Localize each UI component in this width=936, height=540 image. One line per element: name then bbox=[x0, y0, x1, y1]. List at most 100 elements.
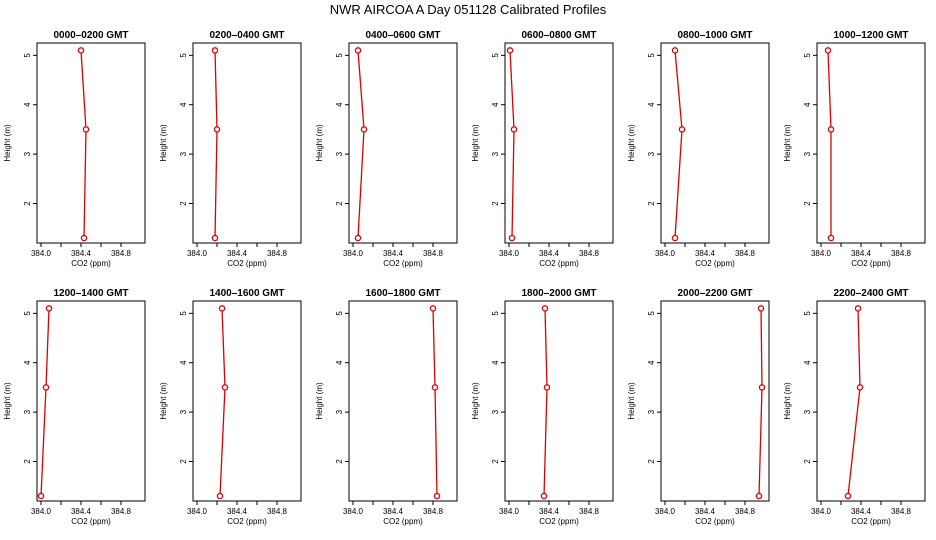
x-tick-label: 384.8 bbox=[267, 507, 288, 516]
panel-3: 0400–0600 GMT 384.0 384.4 384.8 2 3 4 5 CO2 (ppm… bbox=[315, 30, 458, 268]
y-tick-label: 4 bbox=[803, 102, 812, 107]
x-tick-label: 384.8 bbox=[423, 507, 444, 516]
data-point bbox=[211, 234, 219, 242]
data-point bbox=[433, 492, 441, 500]
profile-line bbox=[40, 308, 50, 497]
figure-title: NWR AIRCOA A Day 051128 Calibrated Profi… bbox=[330, 2, 607, 17]
profile-line bbox=[357, 50, 365, 239]
x-tick-label: 384.8 bbox=[735, 249, 756, 258]
y-tick-label: 4 bbox=[491, 360, 500, 365]
profile-line bbox=[214, 50, 218, 239]
data-point bbox=[45, 305, 53, 312]
data-point bbox=[543, 384, 551, 391]
panel-title: 0400–0600 GMT bbox=[365, 30, 440, 41]
y-tick-label: 2 bbox=[335, 201, 344, 206]
profile-line bbox=[432, 308, 438, 497]
data-point bbox=[429, 305, 437, 312]
y-tick-label: 2 bbox=[803, 201, 812, 206]
panel-5: 0800–1000 GMT 384.0 384.4 384.8 2 3 4 5 CO2 (ppm… bbox=[627, 30, 770, 268]
y-tick-label: 4 bbox=[179, 360, 188, 365]
plot-frame bbox=[36, 300, 146, 502]
x-tick-label: 384.8 bbox=[267, 249, 288, 258]
data-point bbox=[678, 126, 686, 133]
y-tick-label: 4 bbox=[23, 360, 32, 365]
profile-line bbox=[219, 308, 226, 497]
x-axis-label: CO2 (ppm) bbox=[539, 517, 579, 526]
data-point bbox=[360, 126, 368, 133]
chart-panels: 0000–0200 GMT 384.0 384.4 384.8 2 3 4 5 CO2 (ppm… bbox=[3, 30, 926, 526]
plot-frame bbox=[192, 300, 302, 502]
y-tick-label: 2 bbox=[23, 201, 32, 206]
plot-frame bbox=[36, 42, 146, 244]
y-tick-label: 4 bbox=[179, 102, 188, 107]
x-tick-label: 384.8 bbox=[579, 249, 600, 258]
panel-6: 1000–1200 GMT 384.0 384.4 384.8 2 3 4 5 CO2 (ppm… bbox=[783, 30, 926, 268]
y-tick-label: 3 bbox=[179, 151, 188, 156]
x-tick-label: 384.4 bbox=[695, 249, 716, 258]
y-tick-label: 3 bbox=[647, 151, 656, 156]
y-tick-label: 4 bbox=[647, 102, 656, 107]
x-tick-label: 384.0 bbox=[811, 507, 832, 516]
data-point bbox=[541, 305, 549, 312]
y-tick-label: 3 bbox=[491, 409, 500, 414]
x-tick-label: 384.4 bbox=[383, 507, 404, 516]
y-tick-label: 3 bbox=[803, 409, 812, 414]
x-axis-label: CO2 (ppm) bbox=[851, 259, 891, 268]
y-tick-label: 2 bbox=[335, 459, 344, 464]
x-tick-label: 384.4 bbox=[539, 507, 560, 516]
data-point bbox=[827, 234, 835, 242]
data-point bbox=[216, 492, 224, 500]
x-tick-label: 384.4 bbox=[851, 249, 872, 258]
y-tick-label: 3 bbox=[335, 151, 344, 156]
plot-frame bbox=[816, 300, 926, 502]
panel-title: 0800–1000 GMT bbox=[677, 30, 752, 41]
y-tick-label: 5 bbox=[491, 53, 500, 58]
data-point bbox=[80, 234, 88, 242]
x-tick-label: 384.8 bbox=[735, 507, 756, 516]
data-point bbox=[82, 126, 90, 133]
x-tick-label: 384.0 bbox=[499, 249, 520, 258]
x-tick-label: 384.8 bbox=[579, 507, 600, 516]
plot-frame bbox=[348, 42, 458, 244]
panel-10: 1800–2000 GMT 384.0 384.4 384.8 2 3 4 5 CO2 (ppm… bbox=[471, 288, 614, 526]
y-tick-label: 5 bbox=[335, 311, 344, 316]
y-axis-label: Height (m) bbox=[3, 382, 12, 420]
y-axis-label: Height (m) bbox=[471, 382, 480, 420]
y-axis-label: Height (m) bbox=[3, 124, 12, 162]
panel-title: 0600–0800 GMT bbox=[521, 30, 596, 41]
x-tick-label: 384.0 bbox=[343, 249, 364, 258]
x-tick-label: 384.4 bbox=[227, 249, 248, 258]
x-tick-label: 384.0 bbox=[343, 507, 364, 516]
y-tick-label: 3 bbox=[23, 151, 32, 156]
x-axis-label: CO2 (ppm) bbox=[227, 517, 267, 526]
x-axis-label: CO2 (ppm) bbox=[71, 259, 111, 268]
data-point bbox=[37, 492, 45, 500]
profile-line bbox=[758, 308, 763, 497]
x-axis-label: CO2 (ppm) bbox=[383, 259, 423, 268]
x-tick-label: 384.4 bbox=[71, 249, 92, 258]
y-tick-label: 5 bbox=[335, 53, 344, 58]
plot-frame bbox=[504, 300, 614, 502]
panel-title: 1200–1400 GMT bbox=[53, 288, 128, 299]
y-tick-label: 2 bbox=[647, 459, 656, 464]
data-point bbox=[827, 126, 835, 133]
y-tick-label: 2 bbox=[179, 459, 188, 464]
panel-title: 0200–0400 GMT bbox=[209, 30, 284, 41]
data-point bbox=[540, 492, 548, 500]
y-tick-label: 3 bbox=[647, 409, 656, 414]
panel-title: 2200–2400 GMT bbox=[833, 288, 908, 299]
y-tick-label: 5 bbox=[23, 53, 32, 58]
y-tick-label: 5 bbox=[179, 53, 188, 58]
profile-line bbox=[674, 50, 683, 239]
panel-2: 0200–0400 GMT 384.0 384.4 384.8 2 3 4 5 CO2 (ppm… bbox=[159, 30, 302, 268]
profile-line bbox=[509, 50, 515, 239]
panel-title: 0000–0200 GMT bbox=[53, 30, 128, 41]
y-tick-label: 3 bbox=[803, 151, 812, 156]
data-point bbox=[77, 47, 85, 54]
y-tick-label: 2 bbox=[491, 459, 500, 464]
y-tick-label: 4 bbox=[335, 360, 344, 365]
x-axis-label: CO2 (ppm) bbox=[539, 259, 579, 268]
panel-7: 1200–1400 GMT 384.0 384.4 384.8 2 3 4 5 CO2 (ppm… bbox=[3, 288, 146, 526]
y-axis-label: Height (m) bbox=[783, 124, 792, 162]
